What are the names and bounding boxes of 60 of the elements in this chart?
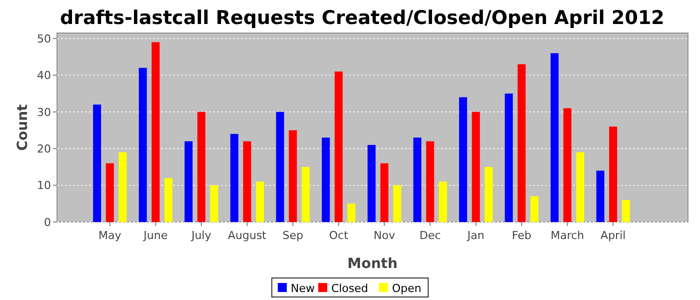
- bar: [93, 104, 102, 222]
- bar: [550, 53, 559, 222]
- x-tick-label: June: [142, 229, 168, 242]
- bar: [622, 200, 630, 222]
- bar: [302, 166, 310, 222]
- bar: [230, 134, 238, 222]
- bar: [106, 163, 114, 222]
- bar: [118, 152, 127, 222]
- bar: [504, 94, 513, 222]
- bar: [393, 185, 402, 222]
- bar: [472, 112, 480, 222]
- bar: [438, 182, 447, 222]
- bar: [518, 64, 526, 222]
- bar: [576, 152, 584, 222]
- x-axis-title: Month: [347, 256, 398, 272]
- x-tick-label: Feb: [512, 229, 532, 242]
- bar: [530, 196, 538, 222]
- bar: [164, 178, 172, 222]
- y-tick-label: 10: [37, 179, 51, 192]
- y-tick-label: 0: [44, 216, 51, 229]
- x-tick-label: Dec: [419, 229, 441, 242]
- bar: [380, 163, 388, 222]
- x-tick-label: Oct: [329, 229, 349, 242]
- y-tick-label: 30: [37, 106, 51, 119]
- bar: [276, 112, 284, 222]
- bar: [184, 141, 193, 222]
- bar: [347, 204, 356, 222]
- bar: [256, 182, 264, 222]
- bar: [152, 42, 160, 222]
- x-tick-label: May: [98, 229, 122, 242]
- legend-label: Open: [392, 282, 422, 295]
- bar: [563, 108, 572, 222]
- chart-title: drafts-lastcall Requests Created/Closed/Open April 2012: [60, 7, 664, 29]
- x-tick-label: July: [190, 229, 212, 242]
- bar: [426, 141, 434, 222]
- y-axis-title: Count: [15, 104, 31, 151]
- bar: [138, 68, 147, 222]
- bar: [243, 141, 252, 222]
- bar: [596, 170, 604, 222]
- bar: [210, 185, 218, 222]
- bar: [413, 138, 422, 222]
- bar: [609, 126, 618, 222]
- bar: [459, 97, 468, 222]
- x-tick-label: March: [550, 229, 584, 242]
- y-tick-label: 20: [37, 142, 51, 156]
- x-tick-label: Sep: [282, 229, 304, 242]
- bar: [288, 130, 297, 222]
- bar: [322, 138, 330, 222]
- legend-label: Closed: [331, 282, 368, 295]
- y-tick-label: 40: [37, 69, 51, 82]
- x-tick-label: August: [228, 229, 268, 242]
- y-tick-label: 50: [37, 32, 51, 46]
- x-tick-label: April: [600, 229, 626, 242]
- bar: [197, 112, 206, 222]
- bar: [484, 166, 493, 222]
- bar: [334, 72, 343, 222]
- bar: [368, 144, 376, 222]
- x-tick-label: Jan: [466, 229, 484, 242]
- x-tick-label: Nov: [374, 229, 396, 242]
- legend-label: New: [290, 282, 315, 295]
